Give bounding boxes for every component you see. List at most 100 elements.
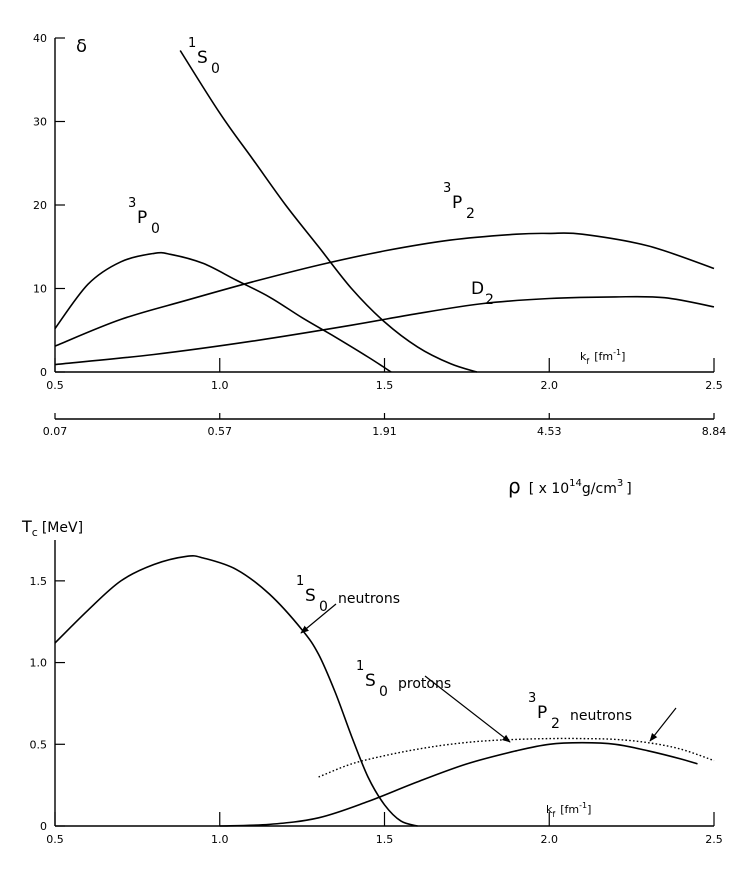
top-series-group <box>54 50 715 373</box>
top-x-tick-label: 0.5 <box>46 379 64 392</box>
series-label-3p2-neutrons-pre: 3 <box>528 691 536 706</box>
series-label-3p2-neutrons: 3P2 neutrons <box>528 691 632 732</box>
bottom-x-tick-label: 1.5 <box>376 833 394 846</box>
series-label-d2-sub: 2 <box>485 292 494 308</box>
top-x-ticks: 0.5 1.0 1.5 2.0 2.5 <box>46 358 723 392</box>
density-tick-label: 1.91 <box>372 425 397 438</box>
series-label-d2-letter: D <box>471 279 484 299</box>
bottom-y-tick-label: 1.5 <box>30 575 48 588</box>
series-label-3p2-neutrons-letter: P <box>537 703 547 723</box>
bottom-x-tick-label: 0.5 <box>46 833 64 846</box>
top-x-tick-label: 1.0 <box>211 379 229 392</box>
density-axis-title-sup-b: 3 <box>617 478 623 489</box>
top-y-tick-label: 40 <box>33 32 47 45</box>
density-axis-ticks: 0.07 0.57 1.91 4.53 8.84 <box>43 413 727 438</box>
bottom-x-axis-title-unit-sup: -1 <box>579 801 587 810</box>
series-label-3p2: 3P2 <box>443 181 475 222</box>
top-x-axis-title-unit-end: ] <box>621 350 625 363</box>
density-axis: 0.07 0.57 1.91 4.53 8.84 ρ [ x 1014g/cm3] <box>43 413 727 498</box>
top-y-tick-label: 10 <box>33 283 47 296</box>
bottom-y-axis-title-unit: [MeV] <box>42 520 83 536</box>
density-tick-label: 4.53 <box>537 425 562 438</box>
bottom-x-axis-title-sub: f <box>552 810 555 819</box>
bottom-chart: 00.51.01.5 0.5 1.0 1.5 2.0 2.5 Tc [MeV] kf [fm… <box>21 517 723 846</box>
bottom-x-ticks: 0.5 1.0 1.5 2.0 2.5 <box>46 812 723 846</box>
series-1s0-line <box>179 50 478 373</box>
bottom-x-axis-title-unit: [fm <box>560 803 579 816</box>
top-y-tick-label: 30 <box>33 116 47 129</box>
series-label-1s0-neutrons-sub: 0 <box>319 599 328 615</box>
series-label-d2: D2 <box>471 279 494 308</box>
series-3p2-neutrons-line <box>219 741 698 827</box>
series-label-1s0-protons: 1S0 protons <box>356 659 451 700</box>
bottom-x-tick-label: 1.0 <box>211 833 229 846</box>
series-3p2-line <box>54 232 715 347</box>
series-label-1s0-neutrons-letter: S <box>305 586 316 606</box>
top-y-axis-label: δ <box>76 36 87 57</box>
bottom-x-axis-title-unit-end: ] <box>587 803 591 816</box>
density-axis-title: ρ [ x 1014g/cm3] <box>508 474 632 498</box>
density-tick-label: 0.57 <box>208 425 233 438</box>
series-label-1s0-protons-sub: 0 <box>379 684 388 700</box>
top-y-tick-label: 20 <box>33 199 47 212</box>
series-label-1s0-protons-text: protons <box>398 676 451 692</box>
bottom-y-tick-label: 1.0 <box>30 657 48 670</box>
top-x-tick-label: 2.5 <box>705 379 723 392</box>
top-x-axis-title-k: k <box>580 350 587 363</box>
top-x-axis-title-sub: f <box>586 357 589 366</box>
series-label-3p0-letter: P <box>137 208 147 228</box>
arrow-1s0-protons <box>424 675 511 743</box>
arrow-3p2-neutrons <box>649 707 677 742</box>
bottom-y-tick-label: 0 <box>40 820 47 833</box>
series-label-3p2-sub: 2 <box>466 206 475 222</box>
series-label-1s0-neutrons-text: neutrons <box>338 591 400 607</box>
arrow-1s0-neutrons <box>300 603 337 634</box>
bottom-x-tick-label: 2.0 <box>541 833 559 846</box>
series-label-3p2-neutrons-sub: 2 <box>551 716 560 732</box>
series-label-1s0-protons-pre: 1 <box>356 659 364 674</box>
density-tick-label: 0.07 <box>43 425 68 438</box>
series-label-1s0-letter: S <box>197 48 208 68</box>
bottom-y-axis-title: Tc [MeV] <box>21 517 83 539</box>
series-d2-line <box>54 295 715 366</box>
density-tick-label: 8.84 <box>702 425 727 438</box>
density-axis-title-a: [ x 10 <box>529 481 569 497</box>
density-axis-title-rho: ρ <box>508 474 521 498</box>
series-label-1s0: 1S0 <box>188 36 220 77</box>
series-1s0-neutrons-line <box>54 555 418 827</box>
series-label-3p2-letter: P <box>452 193 462 213</box>
density-axis-title-b: g/cm <box>582 481 617 497</box>
top-x-axis-title-unit: [fm <box>594 350 613 363</box>
bottom-x-axis-title-k: k <box>546 803 553 816</box>
density-axis-title-sup-a: 14 <box>569 478 582 489</box>
bottom-x-axis-title: kf [fm-1] <box>546 801 591 819</box>
bottom-y-ticks: 0 0.5 1.0 1.5 <box>30 575 65 833</box>
density-axis-title-c: ] <box>626 481 631 497</box>
series-label-1s0-protons-letter: S <box>365 671 376 691</box>
series-3p0-line <box>54 251 392 373</box>
series-label-3p0: 3P0 <box>128 196 160 237</box>
bottom-y-axis-title-sub: c <box>32 526 38 539</box>
top-x-tick-label: 2.0 <box>541 379 559 392</box>
series-label-1s0-pre: 1 <box>188 36 196 51</box>
series-label-1s0-neutrons-pre: 1 <box>296 574 304 589</box>
bottom-x-tick-label: 2.5 <box>705 833 723 846</box>
series-label-3p0-sub: 0 <box>151 221 160 237</box>
series-label-1s0-sub: 0 <box>211 61 220 77</box>
series-label-3p2-pre: 3 <box>443 181 451 196</box>
top-x-axis-title: kf [fm-1] <box>580 348 625 366</box>
top-x-axis-title-unit-sup: -1 <box>613 348 621 357</box>
series-1s0-protons-line <box>318 737 715 778</box>
bottom-series-group <box>54 555 715 827</box>
bottom-y-axis-title-t: T <box>21 517 32 536</box>
bottom-y-tick-label: 0.5 <box>30 738 48 751</box>
series-label-3p2-neutrons-text: neutrons <box>570 708 632 724</box>
top-y-tick-label: 0 <box>40 366 47 379</box>
top-x-tick-label: 1.5 <box>376 379 394 392</box>
top-y-ticks: 0 10 20 30 40 <box>33 32 65 379</box>
series-label-3p0-pre: 3 <box>128 196 136 211</box>
